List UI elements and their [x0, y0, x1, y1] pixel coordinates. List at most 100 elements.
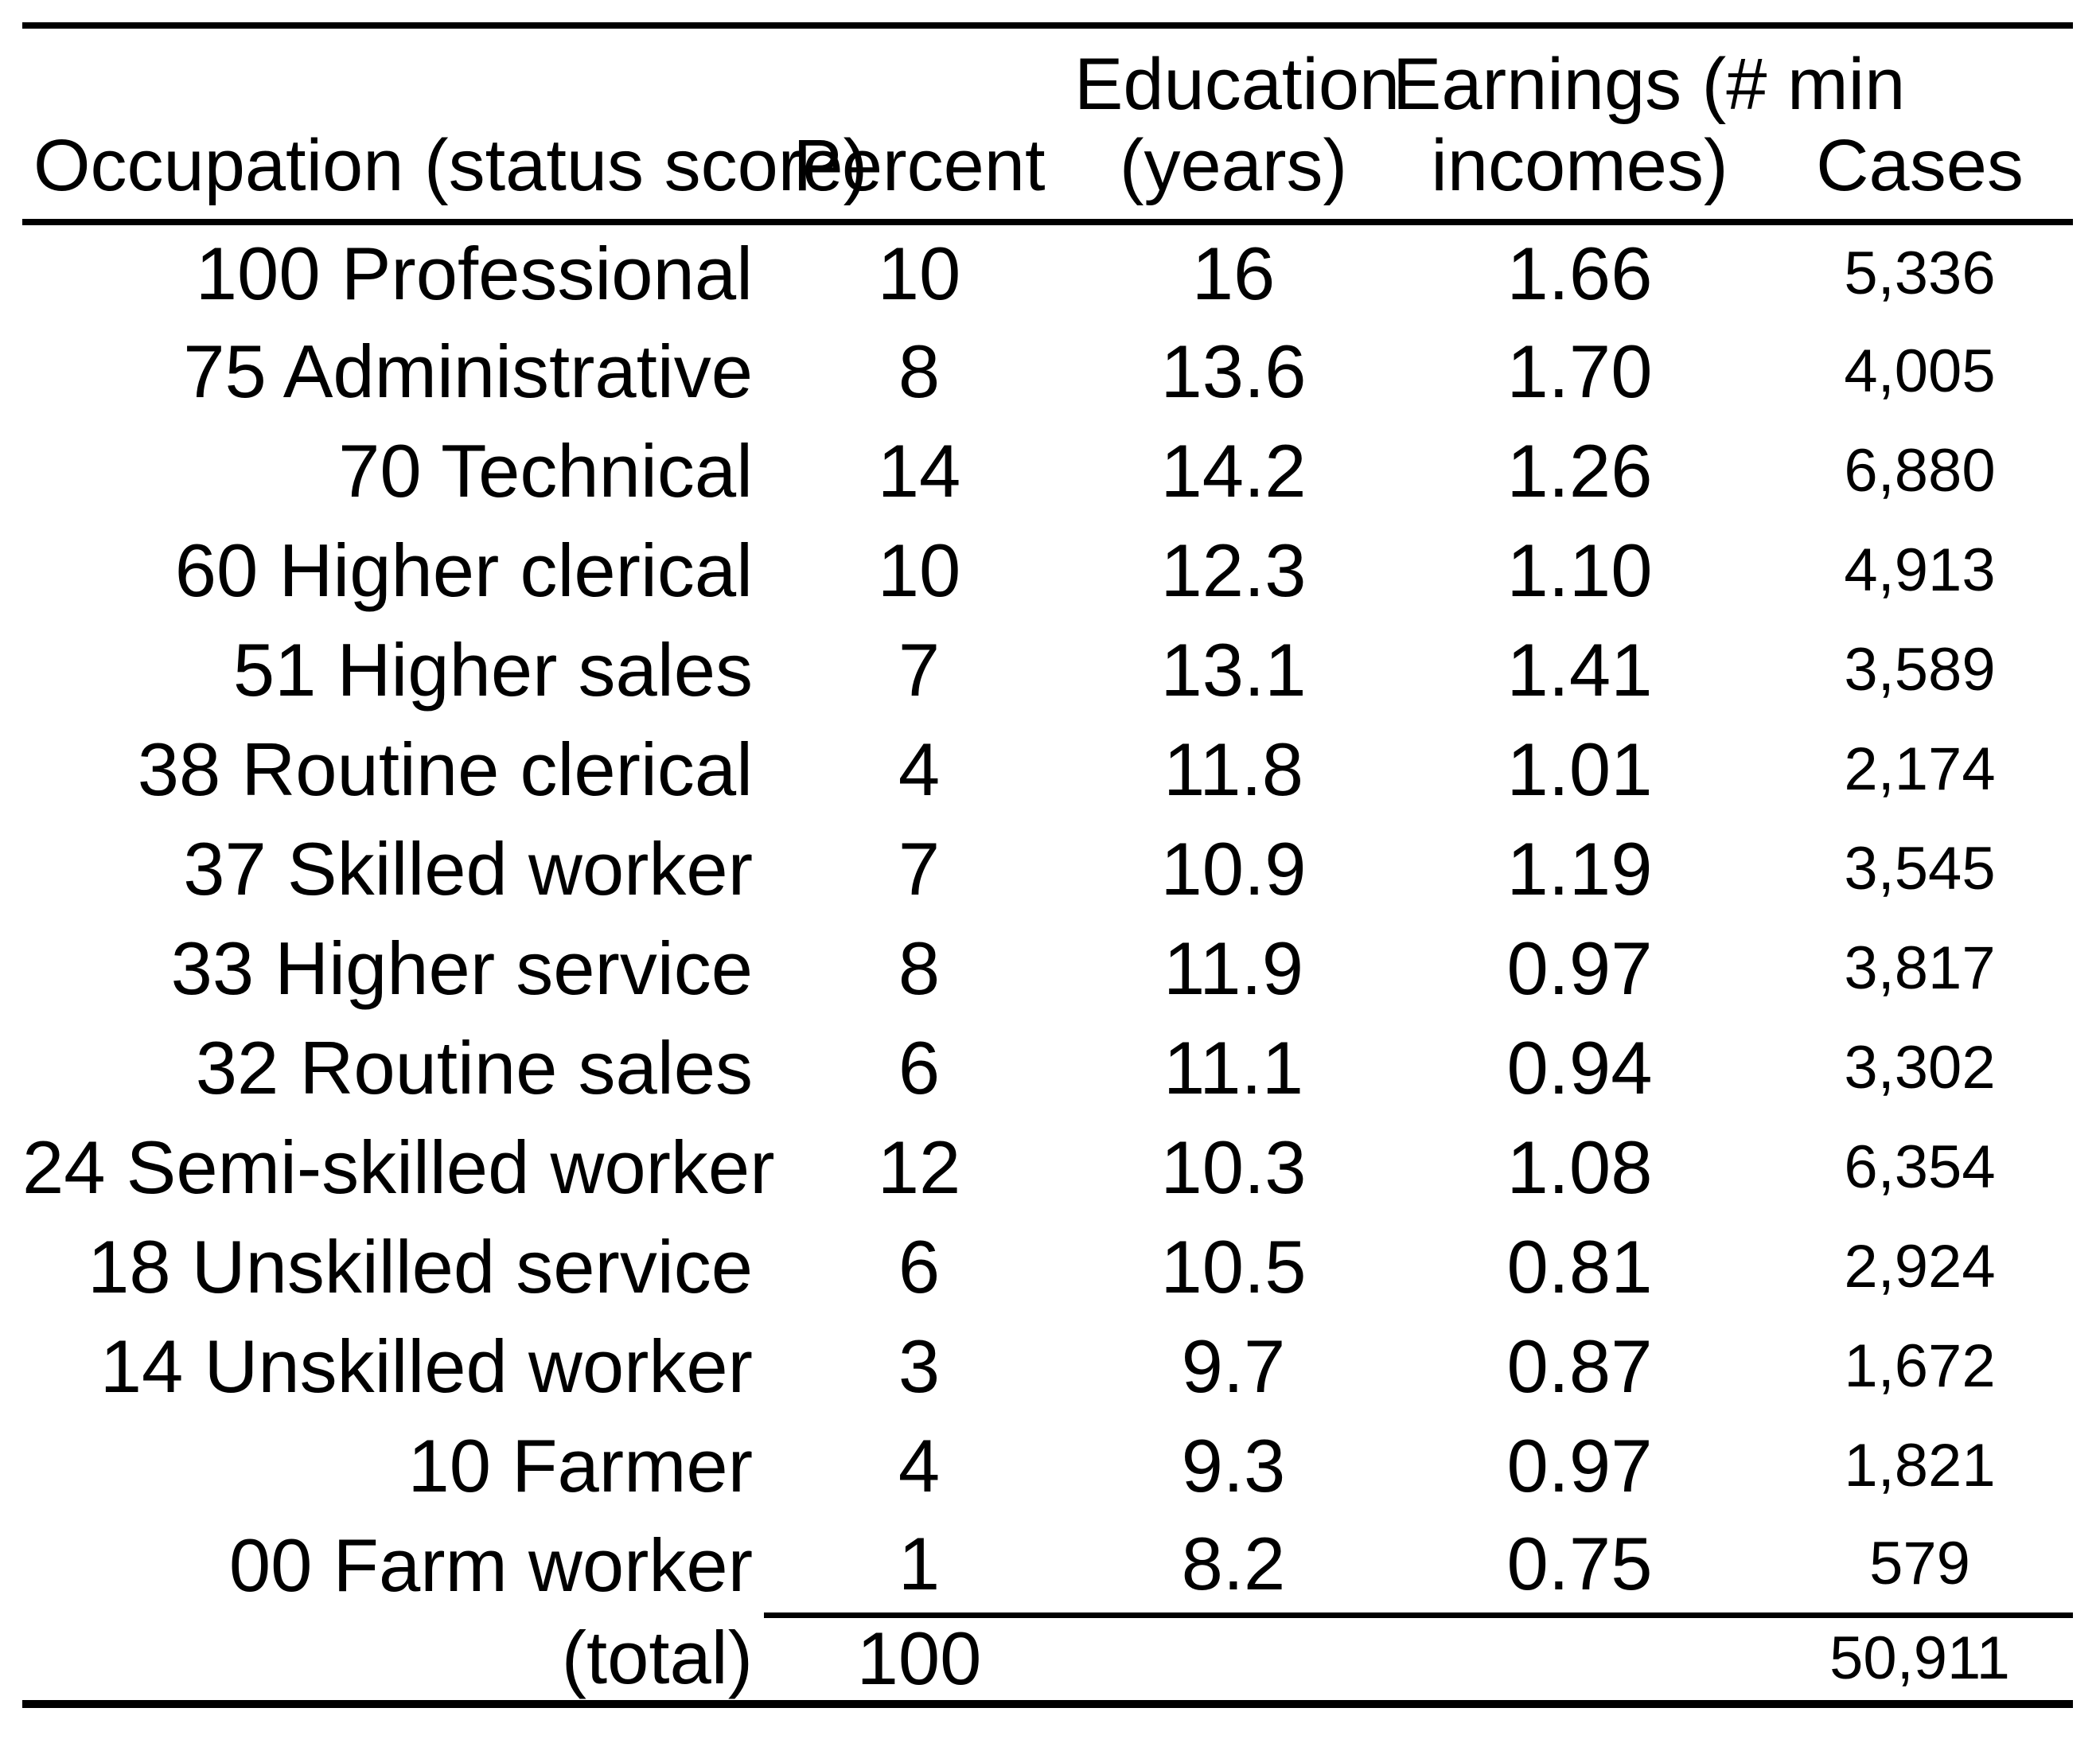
- table-row: 24 Semi-skilled worker 12 10.3 1.08 6,35…: [22, 1117, 2073, 1217]
- cases-cell: 2,924: [1844, 1232, 1996, 1301]
- cases-cell: 1,672: [1844, 1332, 1996, 1400]
- header-line-incomes: incomes): [1431, 125, 1728, 206]
- cases-cell: 3,589: [1844, 635, 1996, 704]
- education-cell: 16: [1191, 231, 1276, 315]
- occupation-cell: 32 Routine sales: [195, 1025, 753, 1109]
- earnings-cell: 1.19: [1506, 826, 1653, 911]
- education-cell: 12.3: [1160, 528, 1307, 612]
- cases-cell: 579: [1767, 1515, 2073, 1618]
- percent-cell: 7: [898, 627, 941, 712]
- header-line-earnings: Earnings (# min: [1393, 44, 1906, 125]
- total-percent-cell: 100: [856, 1616, 982, 1701]
- total-cases-cell: 50,911: [1829, 1624, 2010, 1693]
- percent-cell: 10: [877, 231, 961, 315]
- percent-cell: 7: [898, 826, 941, 911]
- cases-cell: 6,880: [1844, 436, 1996, 505]
- earnings-cell: 0.97: [1506, 926, 1653, 1010]
- occupation-cell: 24 Semi-skilled worker: [22, 1125, 775, 1209]
- col-header-percent: Percent: [764, 25, 1074, 225]
- earnings-cell: 0.81: [1506, 1224, 1653, 1308]
- cases-cell: 3,817: [1844, 934, 1996, 1002]
- percent-cell: 10: [877, 528, 961, 612]
- percent-cell: 4: [898, 727, 941, 811]
- table-row: 33 Higher service 8 11.9 0.97 3,817: [22, 918, 2073, 1018]
- earnings-cell: 1.08: [1506, 1125, 1653, 1209]
- education-cell: 10.5: [1160, 1224, 1307, 1308]
- header-row: Occupation (status score) Percent Educat…: [22, 25, 2073, 225]
- table-footer: (total) 100 50,911: [22, 1615, 2073, 1704]
- occupation-cell: 14 Unskilled worker: [99, 1324, 753, 1408]
- education-cell: 13.1: [1160, 627, 1307, 712]
- earnings-cell: 0.97: [1506, 1423, 1653, 1507]
- table-row: 18 Unskilled service 6 10.5 0.81 2,924: [22, 1217, 2073, 1316]
- table-row: 75 Administrative 8 13.6 1.70 4,005: [22, 322, 2073, 421]
- table-row: 37 Skilled worker 7 10.9 1.19 3,545: [22, 819, 2073, 918]
- cases-cell: 3,302: [1844, 1033, 1996, 1102]
- cases-cell: 1,821: [1844, 1431, 1996, 1499]
- percent-cell: 12: [877, 1125, 961, 1209]
- table-body: 100 Professional 10 16 1.66 5,336 75 Adm…: [22, 222, 2073, 1618]
- occupation-cell: 37 Skilled worker: [183, 826, 753, 911]
- education-cell: 9.7: [1181, 1324, 1286, 1408]
- earnings-cell: 0.87: [1506, 1324, 1653, 1408]
- earnings-cell: 0.75: [1393, 1515, 1767, 1618]
- cases-cell: 2,174: [1844, 735, 1996, 803]
- education-cell: 11.8: [1163, 727, 1303, 811]
- table-row: 14 Unskilled worker 3 9.7 0.87 1,672: [22, 1316, 2073, 1416]
- percent-cell: 14: [877, 428, 961, 513]
- col-header-education: Education (years): [1074, 25, 1400, 225]
- education-cell: 10.9: [1160, 826, 1307, 911]
- table-row: 60 Higher clerical 10 12.3 1.10 4,913: [22, 521, 2073, 620]
- percent-cell: 8: [898, 926, 941, 1010]
- occupation-cell: 18 Unskilled service: [88, 1224, 753, 1308]
- cases-cell: 4,913: [1844, 536, 1996, 604]
- total-label-cell: (total): [561, 1615, 753, 1699]
- table-row: 10 Farmer 4 9.3 0.97 1,821: [22, 1416, 2073, 1515]
- earnings-cell: 1.41: [1506, 627, 1653, 712]
- education-cell: 13.6: [1160, 329, 1307, 413]
- occupation-cell: 100 Professional: [195, 231, 753, 315]
- percent-cell: 6: [898, 1025, 941, 1109]
- earnings-cell: 1.66: [1506, 231, 1653, 315]
- cases-cell: 3,545: [1844, 834, 1996, 903]
- education-cell: 9.3: [1181, 1423, 1286, 1507]
- total-education-cell: [1074, 1615, 1393, 1704]
- education-cell: 10.3: [1160, 1125, 1307, 1209]
- occupation-cell: 33 Higher service: [170, 926, 753, 1010]
- earnings-cell: 1.26: [1506, 428, 1653, 513]
- table-row: 00 Farm worker 1 8.2 0.75 579: [22, 1515, 2073, 1618]
- earnings-cell: 1.10: [1506, 528, 1653, 612]
- occupation-cell: 51 Higher sales: [232, 627, 753, 712]
- table-row: 70 Technical 14 14.2 1.26 6,880: [22, 421, 2073, 521]
- cases-cell: 5,336: [1844, 239, 1996, 307]
- occupation-status-table: Occupation (status score) Percent Educat…: [22, 22, 2073, 1708]
- table-row: 32 Routine sales 6 11.1 0.94 3,302: [22, 1018, 2073, 1117]
- percent-cell: 3: [898, 1324, 941, 1408]
- occupation-cell: 10 Farmer: [407, 1423, 753, 1507]
- percent-cell: 6: [898, 1224, 941, 1308]
- header-line-education: Education: [1074, 44, 1401, 125]
- percent-cell: 4: [898, 1423, 941, 1507]
- education-cell: 11.9: [1163, 926, 1303, 1010]
- occupation-cell: 00 Farm worker: [228, 1523, 753, 1607]
- col-header-occupation: Occupation (status score): [22, 25, 867, 225]
- percent-cell: 8: [898, 329, 941, 413]
- occupation-cell: 70 Technical: [338, 428, 753, 513]
- table-row: 51 Higher sales 7 13.1 1.41 3,589: [22, 620, 2073, 719]
- earnings-cell: 1.01: [1506, 727, 1653, 811]
- total-earnings-cell: [1393, 1615, 1767, 1704]
- occupation-cell: 60 Higher clerical: [174, 528, 753, 612]
- earnings-cell: 0.94: [1506, 1025, 1653, 1109]
- cases-cell: 6,354: [1844, 1133, 1996, 1201]
- education-cell: 8.2: [1074, 1515, 1393, 1618]
- education-cell: 11.1: [1163, 1025, 1303, 1109]
- cases-cell: 4,005: [1844, 337, 1996, 405]
- total-row: (total) 100 50,911: [22, 1615, 2073, 1704]
- earnings-cell: 1.70: [1506, 329, 1653, 413]
- education-cell: 14.2: [1160, 428, 1307, 513]
- col-header-earnings: Earnings (# min incomes): [1393, 25, 1905, 225]
- header-line-years: (years): [1119, 125, 1348, 206]
- occupation-cell: 38 Routine clerical: [137, 727, 753, 811]
- table-row: 38 Routine clerical 4 11.8 1.01 2,174: [22, 719, 2073, 819]
